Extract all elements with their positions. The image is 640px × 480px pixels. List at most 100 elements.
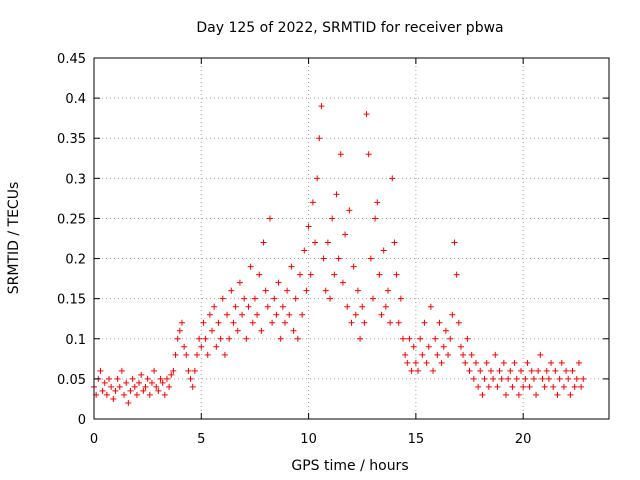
- data-point: [146, 391, 153, 398]
- data-point: [560, 383, 567, 390]
- data-point: [389, 175, 396, 182]
- data-point: [230, 319, 237, 326]
- data-point: [507, 367, 514, 374]
- data-point: [256, 271, 263, 278]
- data-point: [554, 391, 561, 398]
- data-point: [172, 351, 179, 358]
- data-point: [425, 343, 432, 350]
- data-point: [380, 247, 387, 254]
- data-point: [97, 367, 104, 374]
- data-point: [133, 391, 140, 398]
- data-point: [314, 175, 321, 182]
- data-point: [224, 311, 231, 318]
- data-point: [408, 367, 415, 374]
- data-point: [404, 359, 411, 366]
- data-point: [327, 295, 334, 302]
- data-point: [522, 375, 529, 382]
- data-point: [305, 223, 312, 230]
- data-point: [127, 387, 134, 394]
- data-point: [511, 359, 518, 366]
- data-point: [281, 319, 288, 326]
- data-point: [228, 287, 235, 294]
- y-axis-ticks: 0 0.05 0.1 0.15 0.2 0.25 0.3 0.35 0.4 0.45: [57, 52, 609, 428]
- data-point: [449, 311, 456, 318]
- y-tick-label: 0.25: [57, 212, 86, 227]
- data-point: [539, 375, 546, 382]
- data-point: [457, 343, 464, 350]
- data-point: [466, 367, 473, 374]
- data-point: [215, 319, 222, 326]
- data-point: [468, 351, 475, 358]
- data-point: [354, 287, 361, 294]
- data-point: [438, 359, 445, 366]
- data-point: [575, 359, 582, 366]
- y-tick-label: 0.35: [57, 132, 86, 147]
- data-point: [140, 387, 147, 394]
- data-point: [391, 239, 398, 246]
- y-tick-label: 0: [78, 413, 86, 428]
- data-point: [114, 375, 121, 382]
- data-point: [299, 311, 306, 318]
- data-point: [492, 351, 499, 358]
- x-tick-label: 5: [197, 432, 205, 447]
- data-point: [415, 367, 422, 374]
- data-point: [498, 375, 505, 382]
- data-point: [339, 279, 346, 286]
- data-point: [211, 303, 218, 310]
- data-point: [447, 335, 454, 342]
- data-point: [168, 371, 175, 378]
- data-point: [320, 255, 327, 262]
- data-point: [331, 271, 338, 278]
- data-point: [382, 303, 389, 310]
- data-point: [202, 335, 209, 342]
- data-point: [110, 395, 117, 402]
- data-point: [277, 335, 284, 342]
- data-point: [541, 383, 548, 390]
- data-point: [118, 367, 125, 374]
- data-point: [153, 383, 160, 390]
- data-point: [279, 303, 286, 310]
- data-point: [226, 335, 233, 342]
- x-tick-label: 0: [90, 432, 98, 447]
- data-point: [417, 335, 424, 342]
- data-point: [161, 391, 168, 398]
- data-point: [442, 327, 449, 334]
- data-point: [136, 379, 143, 386]
- data-point: [500, 359, 507, 366]
- x-tick-label: 20: [515, 432, 532, 447]
- data-point: [400, 335, 406, 342]
- data-point: [155, 387, 162, 394]
- data-point: [275, 279, 282, 286]
- data-point: [567, 391, 574, 398]
- data-point: [309, 199, 316, 206]
- data-point: [348, 319, 355, 326]
- data-point: [455, 319, 462, 326]
- data-point: [116, 383, 123, 390]
- plot-border: [93, 57, 610, 420]
- data-point: [335, 255, 342, 262]
- data-point: [138, 371, 145, 378]
- data-point: [209, 327, 216, 334]
- data-point: [264, 303, 271, 310]
- data-point: [103, 391, 110, 398]
- y-tick-label: 0.3: [65, 172, 86, 187]
- data-point: [470, 375, 477, 382]
- data-point: [434, 351, 441, 358]
- data-point: [254, 311, 261, 318]
- data-point: [307, 271, 314, 278]
- data-point: [249, 319, 256, 326]
- data-point: [406, 335, 413, 342]
- data-point: [101, 379, 108, 386]
- data-point: [125, 399, 132, 406]
- data-points: [91, 103, 587, 406]
- data-point: [436, 319, 443, 326]
- data-point: [318, 103, 325, 110]
- data-point: [477, 367, 484, 374]
- chart-title: Day 125 of 2022, SRMTID for receiver pbw…: [196, 20, 503, 36]
- data-point: [578, 383, 585, 390]
- data-point: [144, 375, 151, 382]
- data-point: [543, 367, 550, 374]
- data-point: [194, 351, 200, 358]
- data-point: [324, 239, 331, 246]
- data-point: [526, 383, 533, 390]
